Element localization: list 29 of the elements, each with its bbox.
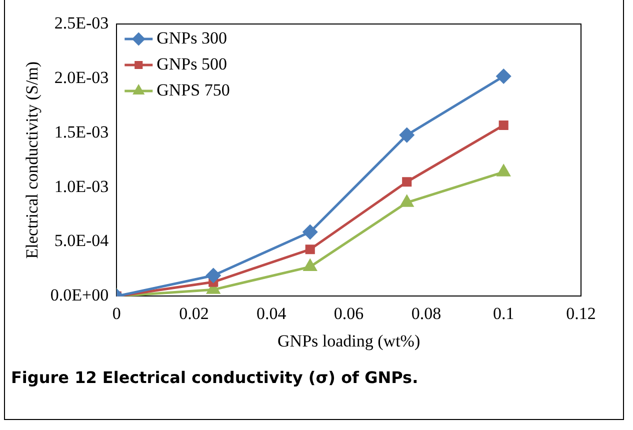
x-tick-label: 0.06 xyxy=(334,304,364,323)
point xyxy=(305,244,315,254)
x-tick-label: 0.08 xyxy=(411,304,442,323)
x-tick-label: 0.02 xyxy=(179,304,209,323)
point xyxy=(496,69,511,84)
legend-label: GNPS 750 xyxy=(156,80,230,100)
x-tick-label: 0.1 xyxy=(492,304,514,323)
point xyxy=(400,195,414,207)
y-tick-label: 5.0E-04 xyxy=(54,231,110,250)
legend-label: GNPs 500 xyxy=(156,54,227,74)
x-tick-label: 0 xyxy=(112,304,121,323)
y-tick-label: 0.0E+00 xyxy=(50,286,109,305)
y-tick-label: 2.5E-03 xyxy=(54,13,109,32)
x-axis-title: GNPs loading (wt%) xyxy=(278,331,420,350)
point xyxy=(497,164,510,176)
y-tick-label: 1.5E-03 xyxy=(54,122,109,142)
point xyxy=(498,120,508,130)
legend-label: GNPs 300 xyxy=(156,28,227,48)
point xyxy=(206,268,221,283)
point xyxy=(304,260,317,272)
y-tick-label: 2.0E-03 xyxy=(54,68,109,87)
y-tick-label: 1.0E-03 xyxy=(54,176,109,196)
x-tick-label: 0.12 xyxy=(566,304,596,323)
point xyxy=(402,177,412,187)
x-tick-label: 0.04 xyxy=(256,304,287,323)
point xyxy=(302,224,318,240)
y-axis-title: Electrical conductivity (S/m) xyxy=(22,61,42,259)
point xyxy=(400,128,414,142)
caption: Figure 12 Electrical conductivity (σ) of GNPs. xyxy=(11,368,420,387)
